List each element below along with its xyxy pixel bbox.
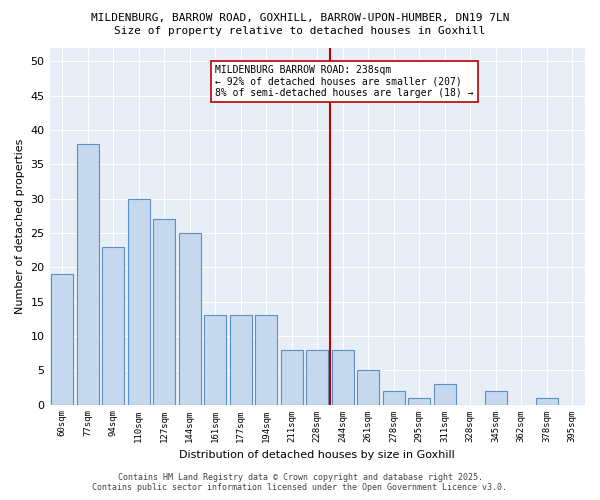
Bar	[536, 398, 557, 404]
Bar	[103, 246, 124, 404]
Bar	[383, 391, 404, 404]
Text: Contains HM Land Registry data © Crown copyright and database right 2025.
Contai: Contains HM Land Registry data © Crown c…	[92, 473, 508, 492]
Bar	[485, 391, 506, 404]
Bar	[409, 398, 430, 404]
Bar	[205, 316, 226, 404]
Bar	[128, 198, 149, 404]
Bar	[77, 144, 98, 404]
Bar	[52, 274, 73, 404]
Bar	[256, 316, 277, 404]
Bar	[281, 350, 302, 405]
Bar	[307, 350, 328, 405]
Text: MILDENBURG BARROW ROAD: 238sqm
← 92% of detached houses are smaller (207)
8% of : MILDENBURG BARROW ROAD: 238sqm ← 92% of …	[215, 64, 474, 98]
Text: MILDENBURG, BARROW ROAD, GOXHILL, BARROW-UPON-HUMBER, DN19 7LN: MILDENBURG, BARROW ROAD, GOXHILL, BARROW…	[91, 12, 509, 22]
Bar	[230, 316, 251, 404]
Bar	[332, 350, 353, 405]
Bar	[179, 233, 200, 404]
Text: Size of property relative to detached houses in Goxhill: Size of property relative to detached ho…	[115, 26, 485, 36]
X-axis label: Distribution of detached houses by size in Goxhill: Distribution of detached houses by size …	[179, 450, 455, 460]
Y-axis label: Number of detached properties: Number of detached properties	[15, 138, 25, 314]
Bar	[358, 370, 379, 404]
Bar	[154, 219, 175, 404]
Bar	[434, 384, 455, 404]
